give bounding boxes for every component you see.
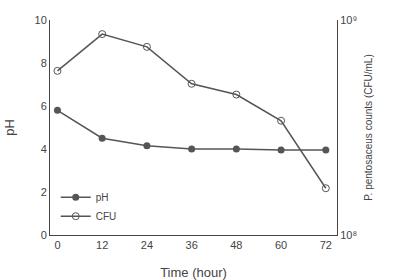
svg-text:72: 72 bbox=[320, 239, 332, 251]
svg-text:10⁸: 10⁸ bbox=[340, 229, 357, 241]
svg-text:8: 8 bbox=[41, 57, 47, 69]
svg-text:pH: pH bbox=[2, 119, 17, 136]
svg-text:CFU: CFU bbox=[96, 211, 117, 222]
svg-text:2: 2 bbox=[41, 186, 47, 198]
svg-text:36: 36 bbox=[186, 239, 198, 251]
svg-text:48: 48 bbox=[230, 239, 242, 251]
svg-text:0: 0 bbox=[41, 229, 47, 241]
svg-text:10: 10 bbox=[35, 14, 47, 26]
svg-text:12: 12 bbox=[96, 239, 108, 251]
svg-text:pH: pH bbox=[96, 192, 109, 203]
svg-text:Time (hour): Time (hour) bbox=[160, 265, 227, 280]
svg-text:0: 0 bbox=[54, 239, 60, 251]
svg-text:24: 24 bbox=[141, 239, 153, 251]
svg-text:60: 60 bbox=[275, 239, 287, 251]
svg-text:P. pentosaceus counts (CFU/mL): P. pentosaceus counts (CFU/mL) bbox=[363, 54, 374, 201]
svg-text:10⁹: 10⁹ bbox=[340, 14, 357, 26]
svg-text:4: 4 bbox=[41, 143, 47, 155]
svg-text:6: 6 bbox=[41, 100, 47, 112]
